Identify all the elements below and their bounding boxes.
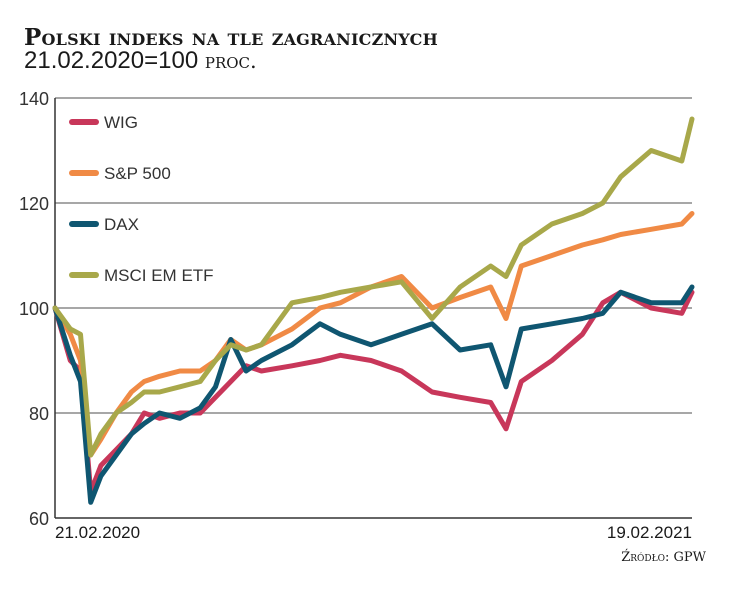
legend-label: WIG xyxy=(104,113,138,132)
y-tick-label: 80 xyxy=(29,404,49,424)
subtitle-base: 21.02.2020=100 xyxy=(24,47,199,74)
series-line-dax xyxy=(52,284,695,505)
chart-subtitle: 21.02.2020=100 proc. xyxy=(24,47,257,75)
source-note: Źródło: GPW xyxy=(621,550,706,565)
y-tick-label: 100 xyxy=(19,299,49,319)
legend-label: S&P 500 xyxy=(104,164,171,183)
legend-label: MSCI EM ETF xyxy=(104,266,214,285)
series-line-wig xyxy=(52,289,695,495)
y-tick-label: 60 xyxy=(29,509,49,529)
y-tick-label: 140 xyxy=(19,89,49,109)
y-tick-label: 120 xyxy=(19,194,49,214)
legend-label: DAX xyxy=(104,215,139,234)
chart-title: Polski indeks na tle zagranicznych xyxy=(24,24,438,51)
x-tick-label: 19.02.2021 xyxy=(607,523,692,542)
series-line-msci-em-etf xyxy=(52,116,695,458)
subtitle-unit: proc. xyxy=(204,49,257,73)
x-tick-label: 21.02.2020 xyxy=(55,523,140,542)
